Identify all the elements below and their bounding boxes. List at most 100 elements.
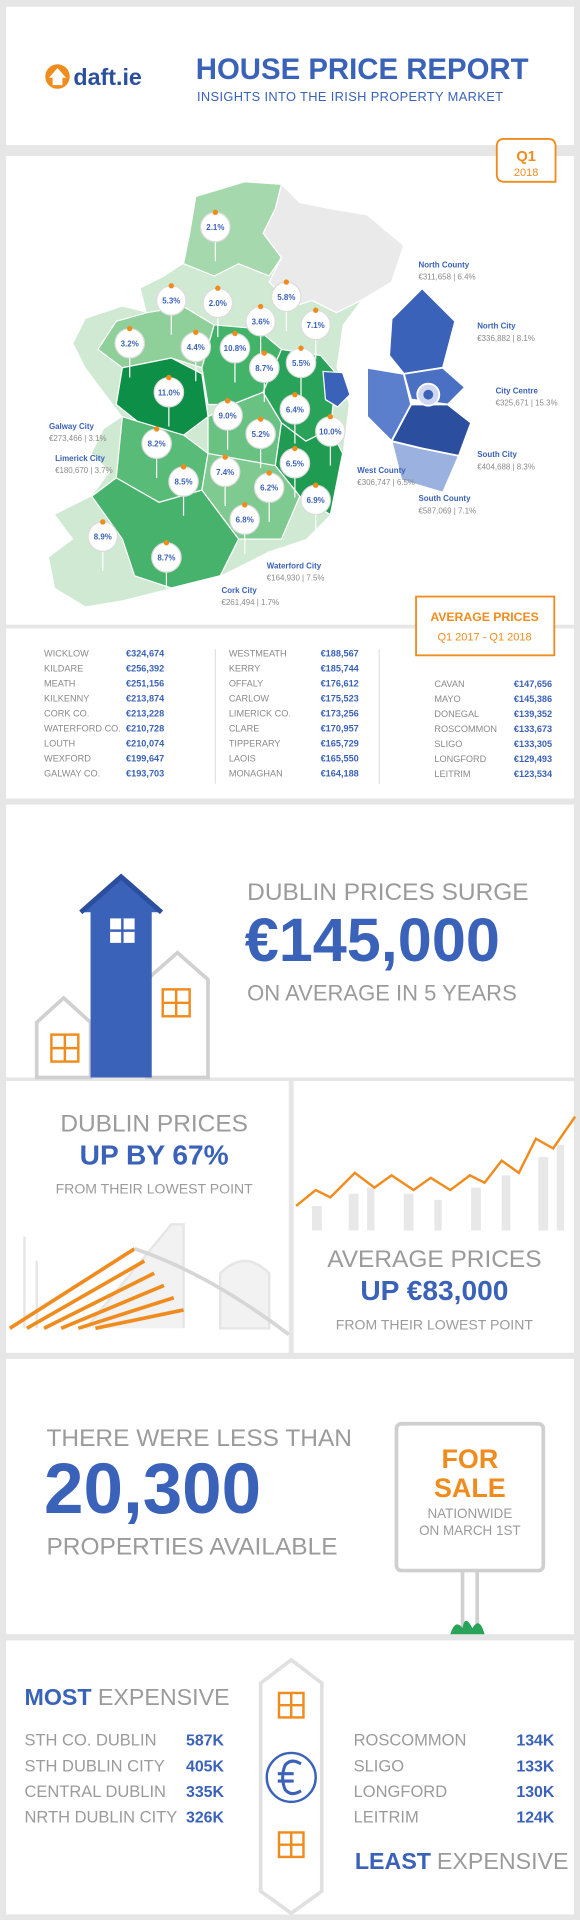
supply-caption: PROPERTIES AVAILABLE [46,1534,337,1561]
county-price: €165,729 [321,738,359,748]
county-price: €210,728 [126,723,164,733]
map-label: 6.9% [307,496,325,505]
average-rise-caption: FROM THEIR LOWEST POINT [336,1317,534,1333]
county-name: CLARE [229,723,260,733]
county-price: €139,352 [514,709,552,719]
county-price: €173,256 [321,708,359,718]
county-price: €164,188 [321,768,359,778]
county-price: €129,493 [514,754,552,764]
county-name: MAYO [434,694,460,704]
county-name: OFFALY [229,679,263,689]
county-name: MONAGHAN [229,768,283,778]
most-value: 587K [186,1733,225,1750]
title: HOUSE PRICE REPORT [196,53,529,86]
pin [313,482,319,488]
pin [180,464,187,470]
surge-heading: DUBLIN PRICES SURGE [247,879,528,906]
county-name: CARLOW [229,694,270,704]
city-name: North City [477,322,516,331]
map-label: 10.0% [319,427,342,436]
average-rise-panel [293,1081,574,1353]
sale-line1: FOR [441,1444,498,1474]
map-label: 6.2% [260,484,278,493]
county-name: KERRY [229,664,260,674]
map-label: 3.6% [252,317,270,326]
map-label: 8.9% [94,533,112,542]
sale-sign [394,1421,546,1635]
least-label-2: EXPENSIVE [437,1848,569,1874]
surge-amount: €145,000 [245,906,500,974]
city-value: €273,466 | 3.1% [49,434,107,443]
city-value: €306,747 | 6.5% [357,478,415,487]
county-name: KILKENNY [44,694,89,704]
city-name: City Centre [496,386,539,395]
county-price: €170,957 [321,723,359,733]
county-name: KILDARE [44,664,83,674]
dublin-map [366,286,473,494]
county-name: MEATH [44,679,75,689]
map-label: 7.4% [216,468,234,477]
dublin-rise-caption: FROM THEIR LOWEST POINT [56,1181,254,1197]
pin [215,285,221,291]
most-value: 326K [186,1810,225,1827]
pin [224,398,231,404]
skyline-illustration [295,1115,577,1231]
city-value: €325,671 | 15.3% [496,399,558,408]
county-price: €193,703 [126,768,164,778]
scale-icon [258,1657,324,1916]
prices-panel [6,628,574,799]
city-name: North County [418,260,469,269]
least-name: LEITRIM [354,1809,419,1827]
pin [193,329,199,335]
sale-line3: NATIONWIDE [427,1506,512,1521]
map-label: 5.5% [292,359,310,368]
map-label: 10.8% [224,344,247,353]
logo-text: daft.ie [73,64,141,90]
city-value: €587,069 | 7.1% [418,506,476,515]
subtitle: INSIGHTS INTO THE IRISH PROPERTY MARKET [197,89,503,104]
city-name: South City [477,450,517,459]
least-value: 124K [516,1810,555,1827]
county-name: WEXFORD [44,753,91,763]
map-label: 3.2% [121,339,139,348]
county-name: WATERFORD CO. [44,723,121,733]
pin [292,445,298,452]
map-label: 5.2% [252,430,270,439]
avg-box [415,595,556,657]
year: 2018 [514,167,538,179]
city-value: €180,670 | 3.7% [55,466,113,475]
pin [313,307,319,313]
pin [100,519,106,525]
most-name: NRTH DUBLIN CITY [24,1809,177,1827]
city-name: Waterford City [267,561,322,570]
pin [327,414,334,420]
most-label: MOST [24,1684,91,1710]
county-price: €188,567 [321,649,359,659]
header-panel [6,6,574,146]
county-name: SLIGO [434,739,462,749]
county-name: LONGFORD [434,754,486,764]
county-price: €256,392 [126,664,164,674]
map-label: 8.2% [148,440,166,449]
county-price: €199,647 [126,753,164,763]
average-rise-amount: UP €83,000 [360,1275,508,1306]
county-price: €133,305 [514,739,552,749]
pin [261,350,267,356]
pin [257,303,264,310]
pin [283,279,290,285]
supply-amount: 20,300 [44,1450,261,1529]
city-value: €311,658 | 6.4% [418,273,475,282]
county-name: LIMERICK CO. [229,708,291,718]
map-label: 6.4% [286,405,304,414]
city-name: Cork City [221,586,257,595]
pin [232,330,238,337]
map-label: 2.1% [206,223,224,232]
city-value: €164,930 | 7.5% [267,574,325,583]
pin [168,283,174,289]
county-price: €213,874 [126,694,165,704]
county-name: ROSCOMMON [434,724,497,734]
county-name: TIPPERARY [229,738,281,748]
map-label: 7.1% [307,321,325,330]
least-value: 133K [516,1758,555,1775]
